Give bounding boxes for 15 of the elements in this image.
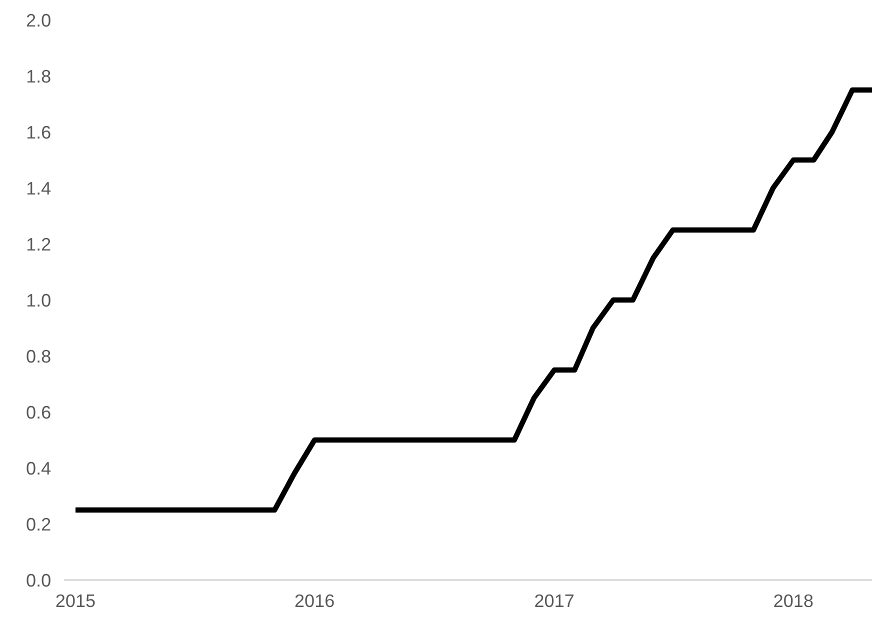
y-tick-label: 0.2 — [26, 518, 50, 531]
x-tick-label: 2015 — [56, 594, 95, 608]
y-tick-label: 1.6 — [27, 126, 50, 139]
y-tick-label: 1.8 — [27, 70, 50, 83]
y-tick-label: 0.8 — [26, 350, 50, 363]
y-tick-label: 1.4 — [27, 182, 51, 195]
y-tick-label: 2.0 — [26, 14, 50, 27]
x-tick-label: 2016 — [295, 594, 334, 608]
y-tick-label: 1.2 — [27, 238, 50, 251]
y-tick-label: 0.4 — [26, 462, 51, 475]
x-tick-label: 2017 — [535, 594, 574, 608]
y-tick-label: 1.0 — [27, 294, 50, 307]
y-tick-label: 0.6 — [26, 406, 50, 419]
x-tick-label: 2018 — [774, 594, 813, 608]
y-tick-label: 0.0 — [26, 574, 50, 587]
